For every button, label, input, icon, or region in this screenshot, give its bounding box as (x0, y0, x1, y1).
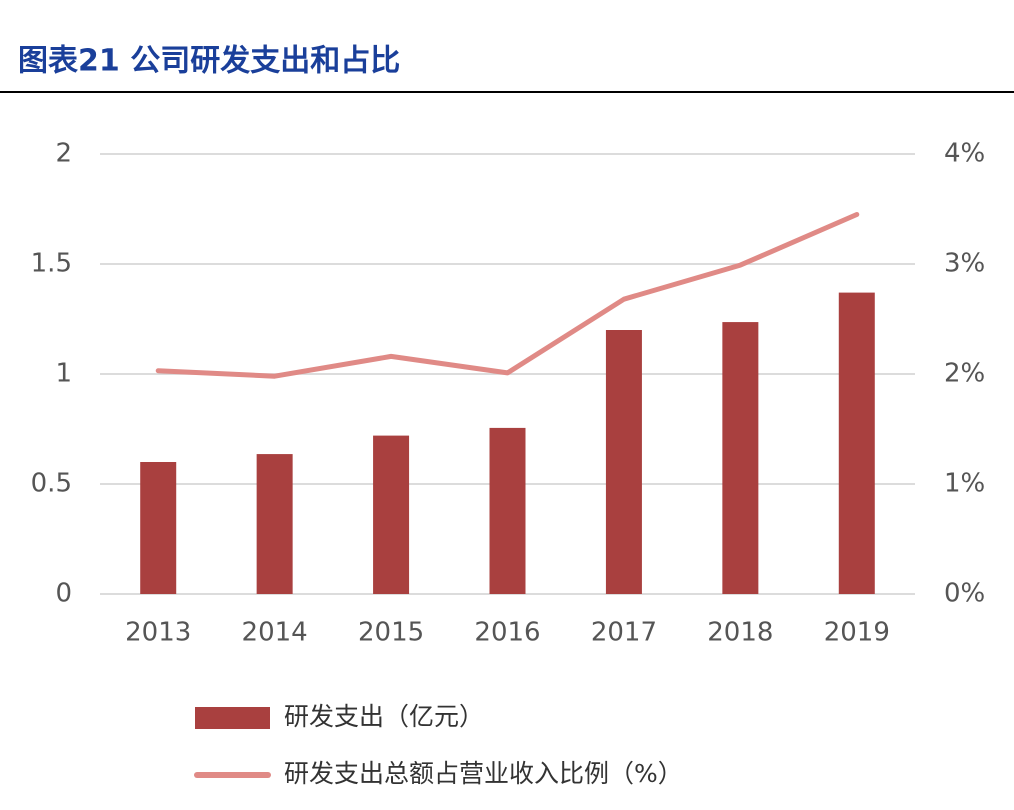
x-tick-label: 2019 (824, 618, 890, 648)
y2-tick-label: 4% (944, 139, 985, 169)
line (155, 212, 860, 379)
bar (256, 454, 293, 594)
legend-swatch (195, 707, 270, 729)
bar (605, 330, 642, 594)
y2-tick-label: 2% (944, 359, 985, 389)
y2-tick-label: 0% (944, 579, 985, 609)
x-tick-label: 2017 (591, 618, 657, 648)
bar (140, 462, 177, 594)
legend-label: 研发支出（亿元） (284, 702, 484, 731)
y2-tick-label: 3% (944, 249, 985, 279)
chart-title: 图表21 公司研发支出和占比 (18, 44, 400, 79)
y-tick-label: 1.5 (31, 249, 72, 279)
x-tick-label: 2014 (242, 618, 308, 648)
bar (373, 435, 410, 594)
x-tick-label: 2015 (358, 618, 424, 648)
bar (838, 292, 875, 594)
x-tick-label: 2016 (474, 618, 540, 648)
bar (489, 427, 526, 594)
y-tick-label: 1 (55, 359, 72, 389)
bar (722, 322, 759, 594)
x-tick-label: 2013 (125, 618, 191, 648)
y2-tick-label: 1% (944, 469, 985, 499)
y-tick-label: 0 (55, 579, 72, 609)
legend-label: 研发支出总额占营业收入比例（%） (284, 759, 683, 788)
x-tick-label: 2018 (707, 618, 773, 648)
y-tick-label: 2 (55, 139, 72, 169)
y-tick-label: 0.5 (31, 469, 72, 499)
